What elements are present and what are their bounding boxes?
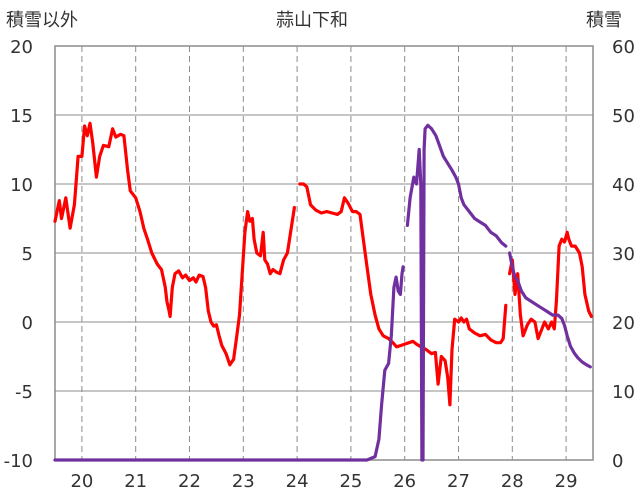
y-left-tick-label: 5	[22, 244, 33, 265]
chart-title: 蒜山下和	[276, 10, 348, 31]
y-right-tick-label: 50	[612, 106, 635, 127]
y-right-tick-label: 10	[612, 382, 635, 403]
left-axis-title: 積雪以外	[6, 10, 78, 31]
x-tick-label: 21	[124, 471, 147, 492]
y-right-tick-label: 60	[612, 37, 635, 58]
x-tick-label: 23	[232, 471, 255, 492]
series-line-purple	[53, 265, 405, 462]
y-left-tick-label: 0	[22, 313, 33, 334]
y-left-tick-label: 15	[10, 106, 33, 127]
y-right-tick-label: 40	[612, 175, 635, 196]
right-axis-title: 積雪	[586, 10, 622, 31]
x-tick-label: 26	[393, 471, 416, 492]
y-right-tick-label: 20	[612, 313, 635, 334]
tick-labels: -10 -5 0 5 10 15 20 0 10 20 30 40 50 60 20 21 22 23 24 25 26…	[4, 37, 635, 492]
x-tick-label: 22	[178, 471, 201, 492]
y-left-tick-label: 20	[10, 37, 33, 58]
series-line-purple	[405, 123, 508, 462]
x-tick-label: 25	[339, 471, 362, 492]
series-line-red	[298, 182, 508, 407]
y-left-tick-label: 10	[10, 175, 33, 196]
x-tick-label: 20	[70, 471, 93, 492]
series	[53, 121, 594, 462]
x-tick-label: 24	[286, 471, 309, 492]
y-right-tick-label: 0	[612, 451, 623, 472]
series-line-red	[508, 230, 594, 341]
y-left-tick-label: -10	[4, 451, 33, 472]
y-left-tick-label: -5	[15, 382, 33, 403]
series-line-red	[53, 121, 296, 367]
x-tick-label: 27	[447, 471, 470, 492]
series-line-purple	[508, 251, 592, 369]
y-right-tick-label: 30	[612, 244, 635, 265]
x-tick-label: 28	[501, 471, 524, 492]
x-tick-label: 29	[555, 471, 578, 492]
grid-lines	[55, 46, 593, 460]
